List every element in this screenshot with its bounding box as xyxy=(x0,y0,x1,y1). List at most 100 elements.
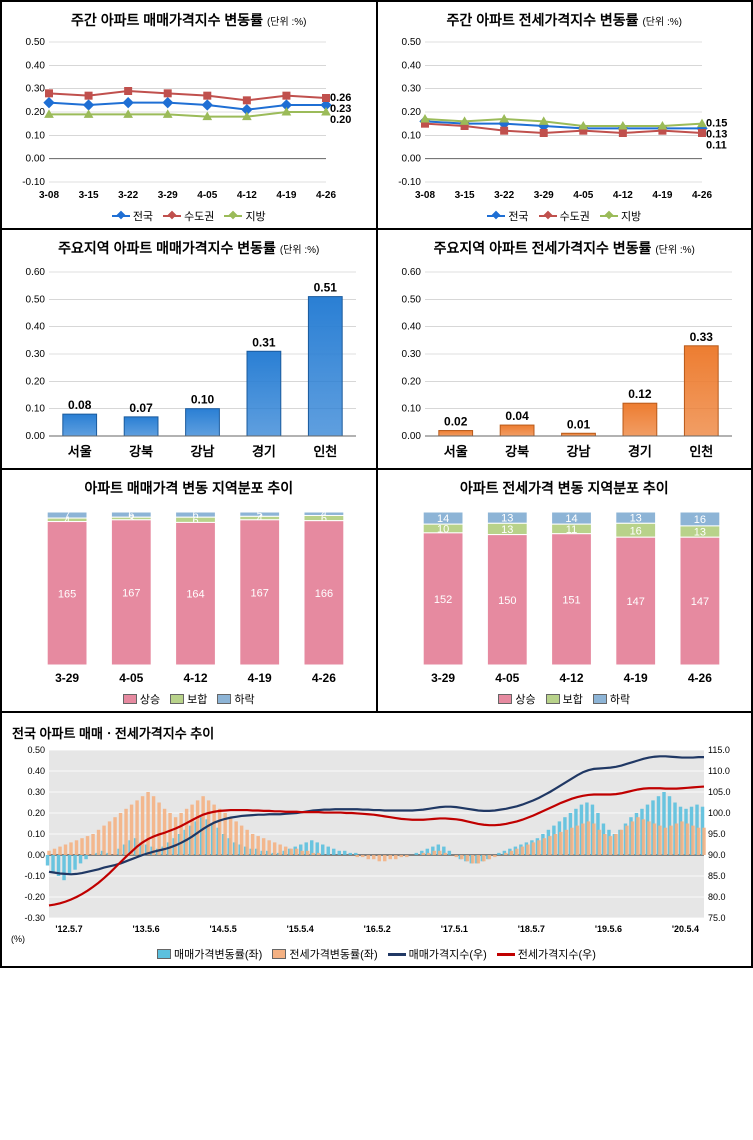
svg-text:0.07: 0.07 xyxy=(130,401,154,415)
svg-text:0.20: 0.20 xyxy=(26,376,46,387)
svg-text:0.00: 0.00 xyxy=(26,154,46,165)
svg-text:0.10: 0.10 xyxy=(26,404,46,415)
svg-text:'15.5.4: '15.5.4 xyxy=(287,924,314,934)
svg-text:0.10: 0.10 xyxy=(27,829,45,839)
line-chart-sale-cell: 주간 아파트 매매가격지수 변동률 (단위 :%) -0.100.000.100… xyxy=(1,1,377,229)
svg-text:-0.10: -0.10 xyxy=(398,177,421,188)
svg-text:4-05: 4-05 xyxy=(120,671,144,685)
svg-text:3-08: 3-08 xyxy=(39,190,59,201)
svg-text:서울: 서울 xyxy=(443,444,467,459)
line-chart-jeonse-cell: 주간 아파트 전세가격지수 변동률 (단위 :%) -0.100.000.100… xyxy=(377,1,753,229)
bar-sale-title: 주요지역 아파트 매매가격지수 변동률 (단위 :%) xyxy=(8,238,370,258)
svg-text:85.0: 85.0 xyxy=(708,871,726,881)
svg-text:경기: 경기 xyxy=(628,444,652,459)
bar-chart-sale-cell: 주요지역 아파트 매매가격지수 변동률 (단위 :%) 0.00 0.10 0.20… xyxy=(1,229,377,469)
stack-sale-chart: 741653-29631674-05661644-12541674-194616… xyxy=(11,504,366,689)
svg-text:0.10: 0.10 xyxy=(401,130,421,141)
svg-text:167: 167 xyxy=(122,587,140,599)
svg-text:4-19: 4-19 xyxy=(652,190,672,201)
svg-text:0.20: 0.20 xyxy=(26,107,46,118)
line-sale-title: 주간 아파트 매매가격지수 변동률 (단위 :%) xyxy=(8,10,370,30)
svg-text:(%): (%) xyxy=(11,934,25,944)
svg-text:147: 147 xyxy=(626,596,644,608)
svg-text:152: 152 xyxy=(434,594,452,606)
svg-text:'16.5.2: '16.5.2 xyxy=(364,924,391,934)
svg-text:4-12: 4-12 xyxy=(559,671,583,685)
svg-text:0.30: 0.30 xyxy=(401,84,421,95)
svg-text:105.0: 105.0 xyxy=(708,787,731,797)
svg-text:'20.5.4: '20.5.4 xyxy=(672,924,699,934)
svg-text:0.10: 0.10 xyxy=(26,130,46,141)
svg-text:4-12: 4-12 xyxy=(237,190,257,201)
svg-text:4-12: 4-12 xyxy=(613,190,633,201)
svg-text:0.00: 0.00 xyxy=(401,154,421,165)
svg-text:0.20: 0.20 xyxy=(401,376,421,387)
line-jeonse-legend: 전국수도권지방 xyxy=(384,208,746,224)
svg-text:3-29: 3-29 xyxy=(533,190,553,201)
line-sale-chart: -0.100.000.100.200.300.400.503-083-153-2… xyxy=(11,36,366,206)
svg-text:0.00: 0.00 xyxy=(26,431,46,442)
svg-text:0.30: 0.30 xyxy=(401,349,421,360)
svg-text:-0.10: -0.10 xyxy=(24,871,45,881)
svg-text:강남: 강남 xyxy=(566,444,590,459)
svg-text:3-29: 3-29 xyxy=(158,190,178,201)
line-jeonse-chart: -0.100.000.100.200.300.400.503-083-153-2… xyxy=(387,36,742,206)
svg-text:0.40: 0.40 xyxy=(401,60,421,71)
svg-text:-0.20: -0.20 xyxy=(24,892,45,902)
svg-text:0.50: 0.50 xyxy=(401,37,421,48)
svg-text:'19.5.6: '19.5.6 xyxy=(595,924,622,934)
svg-text:4-26: 4-26 xyxy=(692,190,712,201)
svg-text:4-05: 4-05 xyxy=(198,190,218,201)
svg-text:0.31: 0.31 xyxy=(252,335,276,349)
svg-text:0.10: 0.10 xyxy=(401,404,421,415)
svg-text:-0.30: -0.30 xyxy=(24,913,45,923)
svg-text:0.51: 0.51 xyxy=(314,281,338,295)
svg-text:147: 147 xyxy=(690,596,708,608)
svg-text:100.0: 100.0 xyxy=(708,808,731,818)
combo-legend: 매매가격변동률(좌)전세가격변동률(좌)매매가격지수(우)전세가격지수(우) xyxy=(8,946,745,962)
svg-text:4-05: 4-05 xyxy=(573,190,593,201)
bar-sale-chart: 0.000.100.200.300.400.500.600.08서울0.07강북… xyxy=(11,264,366,464)
svg-text:0.30: 0.30 xyxy=(27,787,45,797)
stack-chart-sale-cell: 아파트 매매가격 변동 지역분포 추이 741653-29631674-0566… xyxy=(1,469,377,712)
svg-text:75.0: 75.0 xyxy=(708,913,726,923)
bar-jeonse-chart: 0.000.100.200.300.400.500.600.02서울0.04강북… xyxy=(387,264,742,464)
svg-text:0.30: 0.30 xyxy=(26,349,46,360)
svg-text:3-15: 3-15 xyxy=(454,190,474,201)
stack-sale-title: 아파트 매매가격 변동 지역분포 추이 xyxy=(8,478,370,498)
svg-text:0.50: 0.50 xyxy=(26,294,46,305)
svg-text:165: 165 xyxy=(58,588,76,600)
svg-text:경기: 경기 xyxy=(252,444,276,459)
svg-text:110.0: 110.0 xyxy=(708,766,730,776)
svg-text:0.33: 0.33 xyxy=(689,330,713,344)
svg-text:강북: 강북 xyxy=(505,444,529,459)
svg-text:16: 16 xyxy=(629,525,641,537)
svg-text:4-19: 4-19 xyxy=(623,671,647,685)
svg-text:151: 151 xyxy=(562,594,580,606)
svg-text:150: 150 xyxy=(498,595,516,607)
svg-text:16: 16 xyxy=(694,514,706,526)
svg-text:4-26: 4-26 xyxy=(688,671,712,685)
chart-grid: 주간 아파트 매매가격지수 변동률 (단위 :%) -0.10 0.00 0.10 0… xyxy=(0,0,753,968)
stack-jeonse-chart: 14101523-2913131504-0514111514-121316147… xyxy=(387,504,742,689)
svg-text:166: 166 xyxy=(315,588,333,600)
svg-text:0.04: 0.04 xyxy=(505,409,529,423)
stack-jeonse-title: 아파트 전세가격 변동 지역분포 추이 xyxy=(384,478,746,498)
svg-text:95.0: 95.0 xyxy=(708,829,726,839)
svg-text:0.20: 0.20 xyxy=(27,808,45,818)
svg-text:80.0: 80.0 xyxy=(708,892,726,902)
svg-text:0.20: 0.20 xyxy=(401,107,421,118)
svg-text:0.20: 0.20 xyxy=(330,114,351,126)
svg-text:115.0: 115.0 xyxy=(708,745,730,755)
svg-text:0.12: 0.12 xyxy=(628,387,652,401)
svg-text:'14.5.5: '14.5.5 xyxy=(210,924,237,934)
stack-sale-legend: 상승보합하락 xyxy=(8,691,370,707)
svg-text:3-29: 3-29 xyxy=(55,671,79,685)
svg-text:'12.5.7: '12.5.7 xyxy=(55,924,82,934)
svg-text:0.02: 0.02 xyxy=(444,415,468,429)
svg-text:4-12: 4-12 xyxy=(184,671,208,685)
svg-text:4-19: 4-19 xyxy=(277,190,297,201)
svg-text:'17.5.1: '17.5.1 xyxy=(441,924,468,934)
stack-chart-jeonse-cell: 아파트 전세가격 변동 지역분포 추이 14101523-2913131504-… xyxy=(377,469,753,712)
combo-chart: -0.30-0.20-0.100.000.100.200.300.400.507… xyxy=(9,744,744,944)
